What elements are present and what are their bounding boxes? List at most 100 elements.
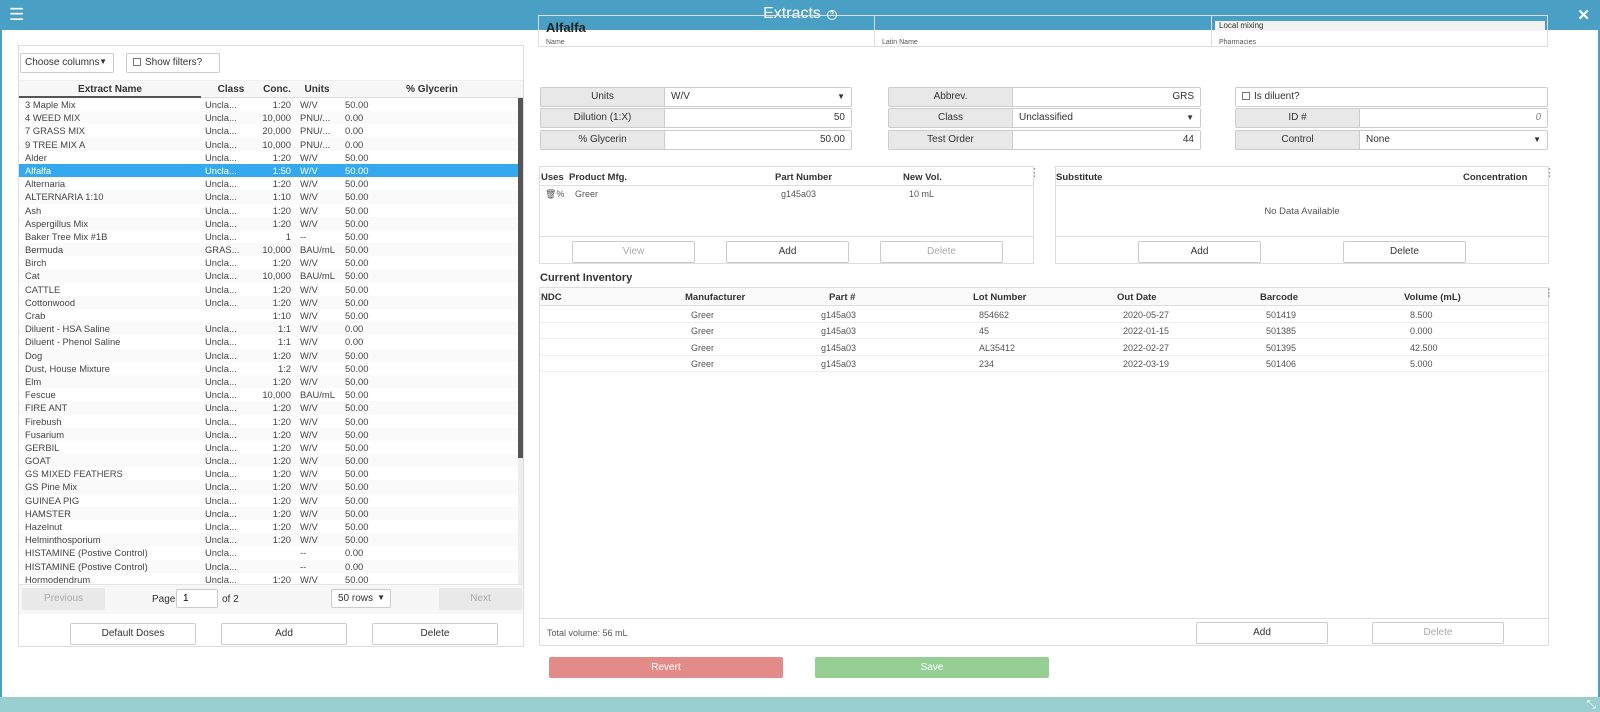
column-menu-icon[interactable]: ⋮ [1029,168,1040,183]
table-row[interactable]: Greer g145a03 854662 2020-05-27 501419 8.500 [540,307,1548,323]
glycerin-input[interactable]: 50.00 [664,130,852,150]
previous-page-button[interactable]: Previous [22,588,105,610]
table-row[interactable]: Greer g145a03 AL35412 2022-02-27 501395 42.50… [540,340,1548,356]
table-row[interactable]: Greer g145a03 234 2022-03-19 501406 5.000 [540,356,1548,372]
list-item[interactable]: Hazelnut Uncla... 1:20 W/V 50.00 [19,520,523,533]
test-order-input[interactable]: 44 [1012,130,1201,150]
choose-columns-dropdown[interactable]: Choose columns ▼ [20,53,114,73]
delete-product-button[interactable]: Delete [880,241,1003,263]
list-item[interactable]: Crab 1:10 W/V 50.00 [19,309,523,322]
list-item[interactable]: Alfalfa Uncla... 1:50 W/V 50.00 [19,163,523,178]
conc-cell: 1:20 [272,375,291,387]
revert-button[interactable]: Revert [549,657,783,678]
rows-per-page-select[interactable]: 50 rows ▼ [331,589,391,608]
add-substitute-button[interactable]: Add [1138,241,1261,263]
list-item[interactable]: Alder Uncla... 1:20 W/V 50.00 [19,151,523,164]
scrollbar-thumb[interactable] [518,98,523,458]
abbrev-input[interactable]: GRS [1012,87,1201,107]
uses-icons[interactable]: 🗑% [545,189,565,199]
table-row[interactable]: Greer g145a03 45 2022-01-15 501385 0.000 [540,323,1548,340]
conc-cell: 1:20 [272,349,291,361]
list-item[interactable]: Baker Tree Mix #1B Uncla... 1 -- 50.00 [19,230,523,243]
default-doses-button[interactable]: Default Doses [70,623,196,645]
list-item[interactable]: GOAT Uncla... 1:20 W/V 50.00 [19,454,523,468]
units-select[interactable]: W/V ▼ [664,87,852,107]
name-field[interactable]: Alfalfa Name [539,16,875,46]
list-item[interactable]: Elm Uncla... 1:20 W/V 50.00 [19,374,523,389]
conc-cell: 10,000 [262,112,291,124]
list-item[interactable]: GS MIXED FEATHERS Uncla... 1:20 W/V 50.00 [19,467,523,480]
substitutes-panel: Substitute Concentration ⋮ No Data Avail… [1055,166,1555,264]
show-filters-checkbox[interactable]: Show filters? [126,53,220,73]
units-label: Units [540,87,665,107]
list-item[interactable]: HISTAMINE (Postive Control) Uncla... -- 0.0… [19,546,523,559]
inventory-table: NDC Manufacturer Part # Lot Number Out D… [539,287,1554,646]
extract-name-cell: HISTAMINE (Postive Control) [25,560,148,572]
list-item[interactable]: Helminthosporium Uncla... 1:20 W/V 50.00 [19,533,523,547]
list-item[interactable]: Alternaria Uncla... 1:20 W/V 50.00 [19,177,523,190]
list-item[interactable]: Fescue Uncla... 10,000 BAU/mL 50.00 [19,388,523,401]
control-select[interactable]: None ▼ [1359,130,1548,150]
list-item[interactable]: Diluent - HSA Saline Uncla... 1:1 W/V 0.00 [19,322,523,336]
list-scrollbar[interactable] [518,98,523,584]
list-item[interactable]: Ash Uncla... 1:20 W/V 50.00 [19,204,523,217]
list-item[interactable]: Dog Uncla... 1:20 W/V 50.00 [19,348,523,362]
latin-name-field[interactable]: Latin Name [875,16,1212,46]
close-icon[interactable]: ✕ [1577,7,1590,24]
save-button[interactable]: Save [815,657,1049,678]
list-item[interactable]: 4 WEED MIX Uncla... 10,000 PNU/... 0.00 [19,111,523,125]
add-product-button[interactable]: Add [726,241,849,263]
list-item[interactable]: Aspergillus Mix Uncla... 1:20 W/V 50.00 [19,216,523,230]
list-item[interactable]: 7 GRASS MIX Uncla... 20,000 PNU/... 0.00 [19,124,523,137]
column-header-class[interactable]: Class [217,84,245,95]
list-item[interactable]: Hormodendrum Uncla... 1:20 W/V 50.00 [19,573,523,584]
class-cell: Uncla... [205,362,237,374]
hamburger-menu-icon[interactable]: ☰ [9,5,25,24]
list-item[interactable]: Fusarium Uncla... 1:20 W/V 50.00 [19,427,523,441]
next-page-button[interactable]: Next [439,588,522,610]
list-item[interactable]: 9 TREE MIX A Uncla... 10,000 PNU/... 0.00 [19,137,523,151]
column-menu-icon[interactable]: ⋮ [1544,168,1555,183]
lot-number-cell: AL35412 [979,342,1016,353]
list-item[interactable]: Cat Uncla... 10,000 BAU/mL 50.00 [19,269,523,283]
list-item[interactable]: CATTLE Uncla... 1:20 W/V 50.00 [19,283,523,296]
column-header-extract-name[interactable]: Extract Name [78,84,142,95]
extract-name-cell: Hormodendrum [25,573,91,584]
list-item[interactable]: GS Pine Mix Uncla... 1:20 W/V 50.00 [19,480,523,494]
list-item[interactable]: FIRE ANT Uncla... 1:20 W/V 50.00 [19,401,523,415]
add-extract-button[interactable]: Add [221,623,347,645]
list-item[interactable]: GERBIL Uncla... 1:20 W/V 50.00 [19,441,523,454]
pharmacies-field[interactable]: Local mixing Pharmacies [1212,16,1547,46]
delete-extract-button[interactable]: Delete [372,623,498,645]
column-menu-icon[interactable]: ⋮ [1544,288,1554,299]
units-cell: W/V [300,336,318,348]
local-mixing-tag: Local mixing [1215,21,1545,31]
list-item[interactable]: HISTAMINE (Postive Control) Uncla... -- 0.0… [19,559,523,573]
column-header-units[interactable]: Units [304,84,330,95]
list-item[interactable]: HAMSTER Uncla... 1:20 W/V 50.00 [19,506,523,520]
view-product-button[interactable]: View [572,241,695,263]
id-input[interactable]: 0 [1359,108,1548,128]
units-cell: W/V [300,494,318,506]
class-select[interactable]: Unclassified ▼ [1012,108,1201,128]
list-item[interactable]: Firebush Uncla... 1:20 W/V 50.00 [19,415,523,428]
list-item[interactable]: Diluent - Phenol Saline Uncla... 1:1 W/V 0.0… [19,335,523,348]
list-item[interactable]: Cottonwood Uncla... 1:20 W/V 50.00 [19,295,523,309]
page-number-input[interactable] [176,589,218,608]
list-item[interactable]: 3 Maple Mix Uncla... 1:20 W/V 50.00 [19,98,523,111]
resize-icon[interactable]: ⤡ [1586,697,1596,711]
column-header-conc[interactable]: Conc. [263,84,291,95]
add-inventory-button[interactable]: Add [1196,622,1328,644]
list-item[interactable]: Bermuda GRAS... 10,000 BAU/mL 50.00 [19,243,523,257]
delete-substitute-button[interactable]: Delete [1343,241,1466,263]
list-item[interactable]: Dust, House Mixture Uncla... 1:2 W/V 50.00 [19,362,523,375]
column-header-glycerin[interactable]: % Glycerin [406,84,458,95]
glycerin-cell: 50.00 [345,402,369,414]
glycerin-cell: 0.00 [345,112,364,124]
list-item[interactable]: Birch Uncla... 1:20 W/V 50.00 [19,256,523,269]
is-diluent-checkbox[interactable]: Is diluent? [1235,87,1548,107]
dilution-input[interactable]: 50 [664,108,852,128]
delete-inventory-button[interactable]: Delete [1372,622,1504,644]
list-item[interactable]: ALTERNARIA 1:10 Uncla... 1:10 W/V 50.00 [19,190,523,204]
list-item[interactable]: GUINEA PIG Uncla... 1:20 W/V 50.00 [19,494,523,507]
